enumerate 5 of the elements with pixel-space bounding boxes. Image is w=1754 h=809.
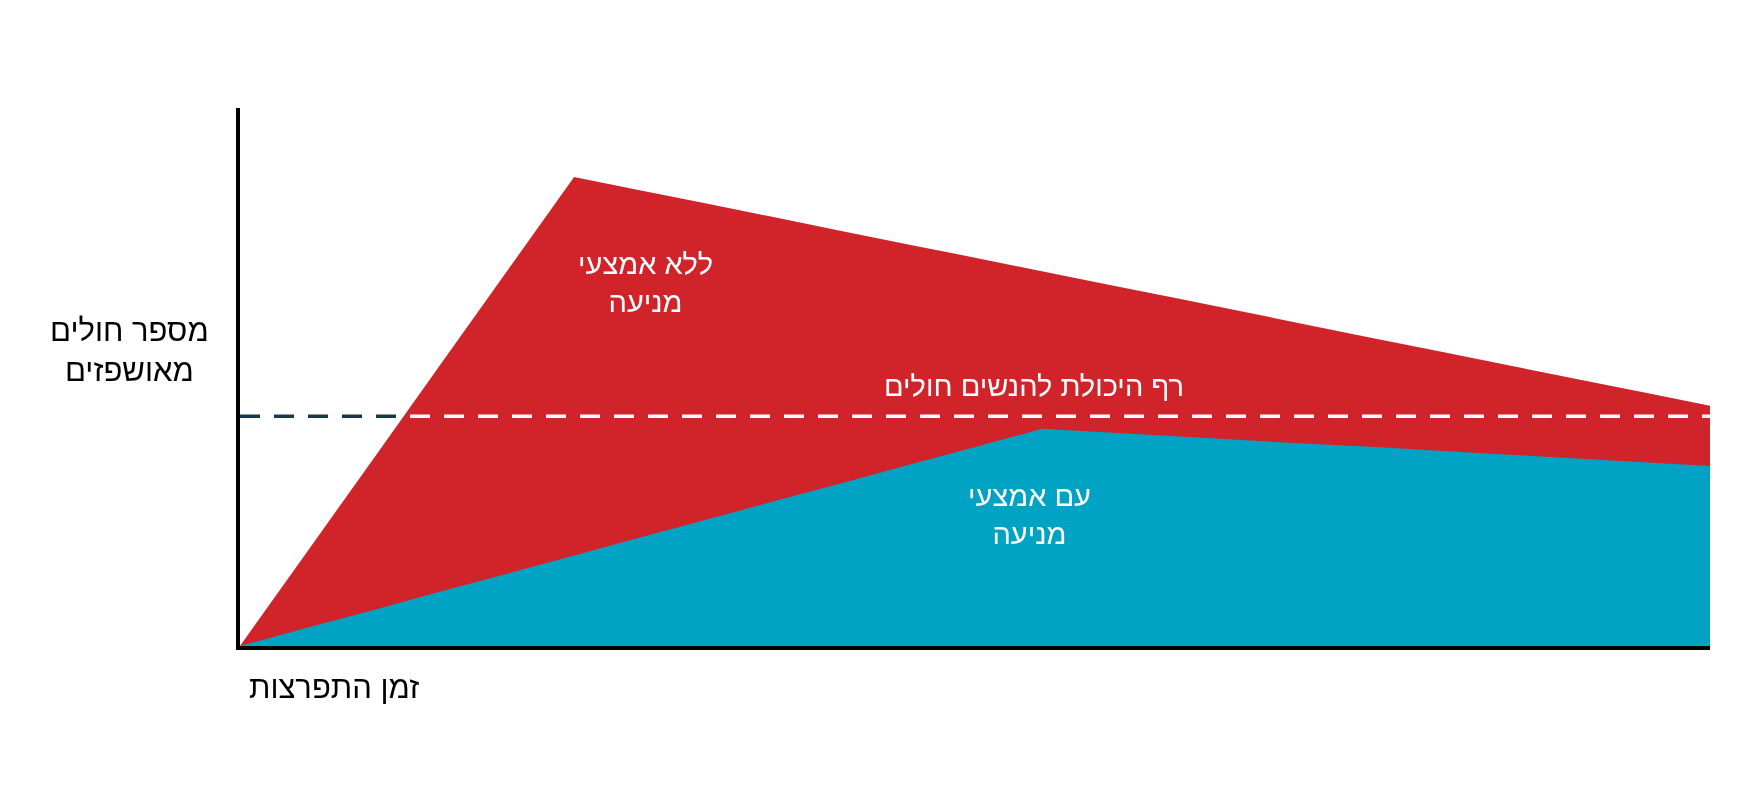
y-axis-title: מספר חולים מאושפזים [50, 313, 209, 389]
x-axis-title: זמן התפרצות [249, 670, 420, 705]
series-label: ללא אמצעי מניעה [578, 248, 714, 318]
series-label: עם אמצעי מניעה [968, 480, 1091, 550]
ref-line-label: רף היכולת להנשים חולים [884, 370, 1185, 402]
